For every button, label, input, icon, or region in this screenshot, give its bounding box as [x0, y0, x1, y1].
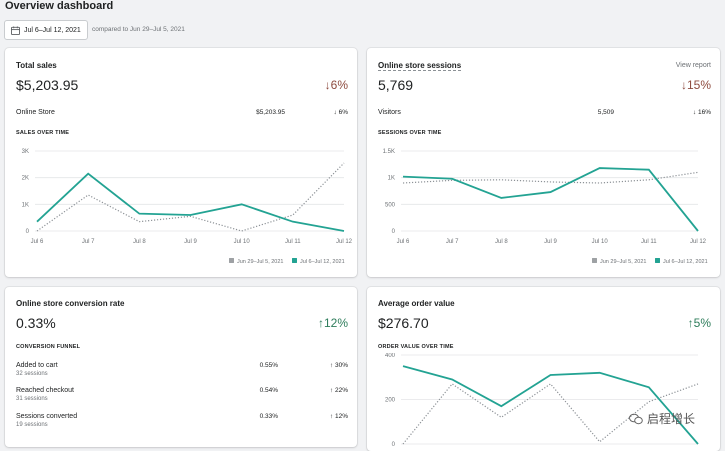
total-sales-delta: ↓6%: [324, 78, 348, 92]
y-tick-label: 1.5K: [383, 149, 395, 155]
aov-value: $276.70: [378, 315, 429, 331]
previous-period-line: [36, 162, 345, 232]
visitors-label: Visitors: [378, 109, 401, 116]
y-tick-label: 0: [26, 229, 30, 235]
watermark: 启程增长: [628, 410, 695, 427]
y-tick-label: 3K: [22, 149, 29, 155]
x-tick-label: Jul 7: [446, 239, 459, 245]
average-order-value-card: Average order value $276.70 ↑5% ORDER VA…: [367, 287, 720, 451]
delta-value: 16%: [697, 109, 711, 116]
x-tick-label: Jul 9: [184, 239, 197, 245]
online-store-delta: ↓ 6%: [333, 109, 348, 116]
online-store-label: Online Store: [16, 109, 55, 116]
funnel-value: 0.55%: [259, 362, 278, 369]
legend-swatch: [229, 258, 234, 263]
sales-over-time-chart: 0 1K 2K 3K Jul 6 Jul 7 Jul 8 Jul 9 Jul 10 Jul 11 J…: [22, 149, 353, 265]
delta-value: 12%: [334, 413, 348, 420]
sessions-value: 5,769: [378, 77, 414, 93]
conversion-delta: ↑12%: [317, 316, 348, 330]
x-tick-label: Jul 8: [495, 239, 508, 245]
funnel-label: Sessions converted: [16, 413, 78, 420]
legend-swatch: [292, 258, 297, 263]
y-tick-label: 1K: [388, 176, 395, 182]
watermark-text: 启程增长: [646, 412, 695, 426]
sessions-card: Online store sessions View report 5,769 …: [367, 48, 720, 277]
y-tick-label: 500: [385, 202, 396, 208]
funnel-label: Reached checkout: [16, 387, 74, 394]
funnel-value: 0.33%: [259, 413, 278, 420]
section-label: SESSIONS OVER TIME: [378, 130, 442, 136]
x-tick-label: Jul 11: [285, 239, 301, 245]
legend-label: Jun 29–Jul 5, 2021: [237, 259, 283, 265]
x-tick-label: Jul 10: [234, 239, 251, 245]
legend-swatch: [655, 258, 660, 263]
x-tick-label: Jul 6: [397, 239, 410, 245]
x-tick-label: Jul 6: [31, 239, 44, 245]
y-tick-label: 2K: [22, 176, 29, 182]
visitors-value: 5,509: [597, 109, 614, 116]
y-tick-label: 0: [392, 442, 396, 448]
funnel-delta: ↑ 22%: [329, 387, 348, 394]
aov-delta: ↑5%: [687, 316, 711, 330]
funnel-sessions: 32 sessions: [16, 371, 48, 377]
funnel-value: 0.54%: [259, 387, 278, 394]
calendar-icon: [11, 25, 20, 35]
chart-legend: Jun 29–Jul 5, 2021 Jul 6–Jul 12, 2021: [592, 258, 708, 265]
current-period-line: [36, 172, 345, 232]
date-range-label: Jul 6–Jul 12, 2021: [24, 26, 81, 34]
legend-label: Jul 6–Jul 12, 2021: [300, 259, 345, 265]
conversion-rate-card: Online store conversion rate 0.33% ↑12% …: [5, 287, 357, 447]
funnel-delta: ↑ 30%: [329, 362, 348, 369]
delta-value: 22%: [334, 387, 348, 394]
section-label: ORDER VALUE OVER TIME: [378, 344, 454, 350]
previous-period-line: [402, 171, 699, 184]
y-tick-label: 0: [392, 229, 396, 235]
page-title: Overview dashboard: [5, 0, 114, 12]
funnel-delta: ↑ 12%: [329, 413, 348, 420]
card-title: Average order value: [378, 299, 455, 308]
x-tick-label: Jul 9: [544, 239, 557, 245]
delta-value: 15%: [686, 78, 711, 92]
x-tick-label: Jul 11: [641, 239, 657, 245]
section-label: CONVERSION FUNNEL: [16, 344, 81, 350]
compared-to-text: compared to Jun 29–Jul 5, 2021: [92, 26, 185, 33]
visitors-delta: ↓ 16%: [692, 109, 711, 116]
view-report-link[interactable]: View report: [675, 62, 711, 69]
sessions-over-time-chart: 0 500 1K 1.5K Jul 6 Jul 7 Jul 8 Jul 9 Jul 10 Jul …: [383, 149, 708, 265]
order-value-over-time-chart: 0 200 400: [385, 353, 699, 448]
conversion-value: 0.33%: [16, 315, 56, 331]
card-title: Total sales: [16, 61, 57, 70]
delta-value: 30%: [334, 362, 348, 369]
date-range-button[interactable]: Jul 6–Jul 12, 2021: [4, 20, 88, 40]
x-tick-label: Jul 8: [133, 239, 146, 245]
online-store-value: $5,203.95: [256, 109, 285, 116]
x-tick-label: Jul 12: [690, 239, 707, 245]
funnel-label: Added to cart: [16, 362, 58, 369]
chart-legend: Jun 29–Jul 5, 2021 Jul 6–Jul 12, 2021: [229, 258, 345, 265]
section-label: SALES OVER TIME: [16, 130, 70, 136]
wechat-icon: [628, 413, 643, 424]
current-period-line: [402, 365, 699, 445]
sessions-delta: ↓15%: [680, 78, 711, 92]
legend-label: Jul 6–Jul 12, 2021: [663, 259, 708, 265]
legend-swatch: [592, 258, 597, 263]
delta-value: 6%: [330, 78, 348, 92]
current-period-line: [402, 167, 699, 232]
card-title: Online store sessions: [378, 61, 462, 71]
x-tick-label: Jul 7: [82, 239, 95, 245]
y-tick-label: 200: [385, 398, 396, 404]
legend-label: Jun 29–Jul 5, 2021: [600, 259, 646, 265]
x-tick-label: Jul 12: [336, 239, 353, 245]
y-tick-label: 400: [385, 353, 396, 359]
x-tick-label: Jul 10: [592, 239, 609, 245]
y-tick-label: 1K: [22, 202, 29, 208]
funnel-sessions: 19 sessions: [16, 422, 48, 428]
delta-value: 6%: [338, 109, 348, 116]
delta-value: 12%: [323, 316, 348, 330]
card-title: Online store conversion rate: [16, 299, 125, 308]
total-sales-card: Total sales $5,203.95 ↓6% Online Store $…: [5, 48, 357, 277]
funnel-sessions: 31 sessions: [16, 396, 48, 402]
total-sales-value: $5,203.95: [16, 77, 79, 93]
delta-value: 5%: [693, 316, 711, 330]
